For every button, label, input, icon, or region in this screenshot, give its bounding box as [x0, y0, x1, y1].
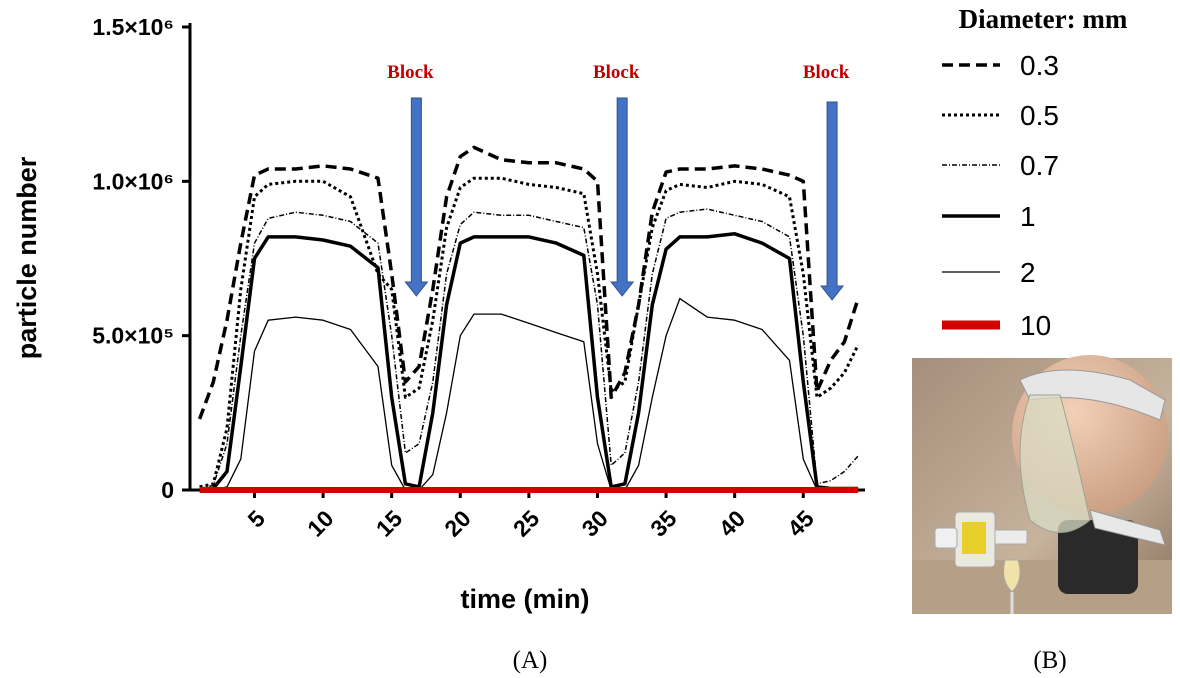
legend-label: 10: [1020, 310, 1051, 341]
arrow: [820, 101, 845, 301]
data-line: [199, 232, 859, 492]
y-axis-title: particle number: [12, 156, 42, 359]
x-tick-label: 35: [645, 505, 682, 542]
panel-label: (B): [1033, 647, 1066, 674]
y-tick-label: 0: [161, 477, 174, 503]
data-line: [199, 208, 859, 490]
y-tick-label: 5.0×10⁵: [92, 323, 174, 349]
x-tick-label: 25: [508, 505, 545, 542]
x-tick-label: 45: [782, 505, 819, 542]
photo: [912, 355, 1172, 614]
x-tick-label: 5: [243, 505, 271, 533]
x-tick-label: 10: [302, 505, 338, 541]
data-line: [199, 176, 860, 489]
panel-label: (A): [513, 647, 548, 674]
legend-title: Diameter: mm: [959, 4, 1128, 34]
annotation: Block: [387, 62, 434, 83]
arrow: [610, 97, 635, 297]
legend-label: 0.3: [1020, 50, 1059, 81]
legend-label: 0.5: [1020, 100, 1059, 131]
x-tick-label: 20: [439, 505, 475, 541]
x-tick-label: 40: [714, 505, 750, 541]
y-tick-label: 1.0×10⁶: [92, 168, 174, 194]
legend-label: 2: [1020, 257, 1036, 288]
y-tick-label: 1.5×10⁶: [92, 14, 174, 40]
legend-label: 1: [1020, 201, 1036, 232]
annotation: Block: [803, 62, 850, 83]
x-axis-title: time (min): [460, 584, 589, 614]
x-tick-label: 15: [371, 505, 408, 542]
legend-label: 0.7: [1020, 150, 1059, 181]
data-line: [197, 145, 860, 420]
x-tick-label: 30: [577, 505, 613, 541]
data-line: [199, 297, 859, 491]
arrow: [404, 97, 429, 297]
annotation: Block: [593, 62, 640, 83]
